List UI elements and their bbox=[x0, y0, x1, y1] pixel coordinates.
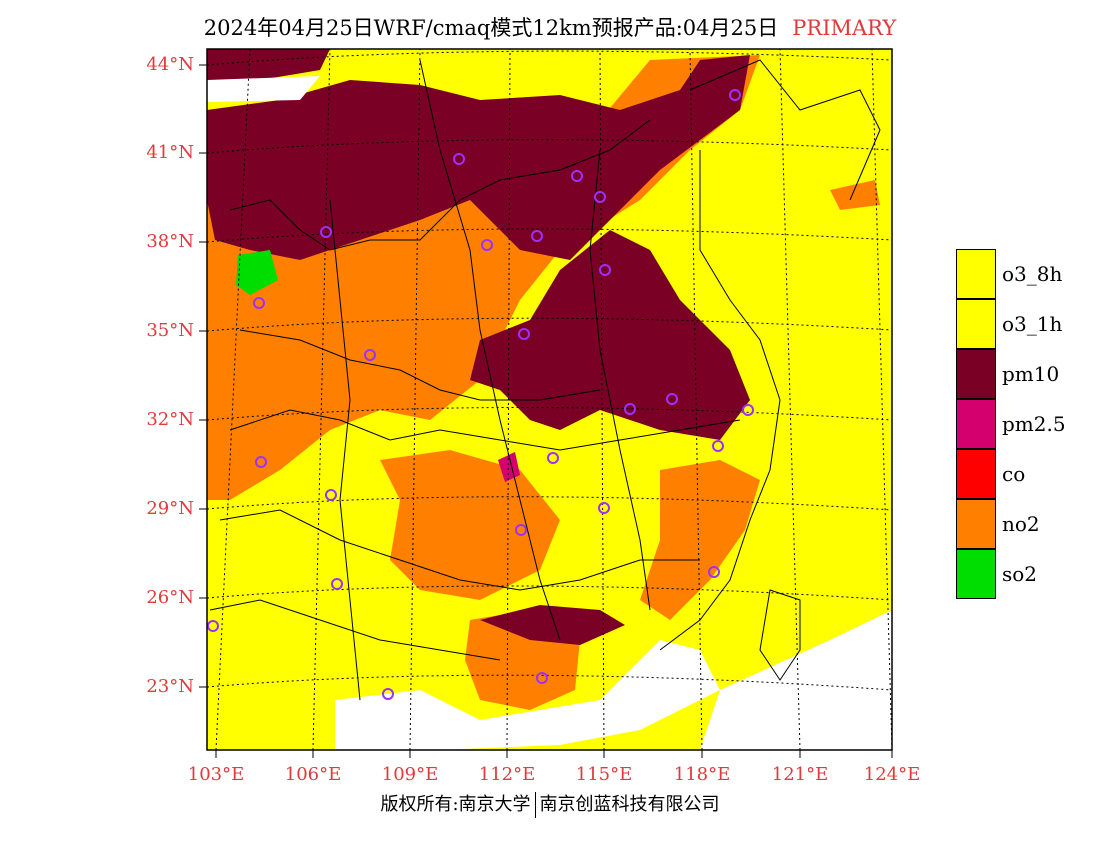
no2-region-central bbox=[380, 450, 560, 600]
legend-label: o3_1h bbox=[1002, 312, 1063, 336]
nodata-region-topleft bbox=[207, 76, 320, 102]
title-tag: PRIMARY bbox=[792, 16, 897, 40]
pm10-region-north bbox=[207, 55, 750, 260]
copyright: 版权所有:南京大学 南京创蓝科技有限公司 bbox=[0, 790, 1100, 818]
pm10-region-central bbox=[470, 230, 750, 440]
lon-label-124: 124°E bbox=[863, 764, 921, 785]
copyright-left: 版权所有:南京大学 bbox=[380, 794, 531, 815]
legend-item-so2: so2 bbox=[956, 549, 1037, 599]
pm10-region-south bbox=[480, 605, 625, 645]
legend-label: co bbox=[1002, 462, 1026, 486]
legend-item-no2: no2 bbox=[956, 499, 1040, 549]
legend-swatch bbox=[956, 399, 996, 449]
lon-label-121: 121°E bbox=[771, 764, 829, 785]
nodata-region-southcoast bbox=[335, 640, 720, 750]
legend-item-o3-8h: o3_8h bbox=[956, 249, 1062, 299]
map-title: 2024年04月25日WRF/cmaq模式12km预报产品:04月25日 PRIM… bbox=[203, 16, 897, 40]
legend-swatch bbox=[956, 349, 996, 399]
lat-label-23: 23°N bbox=[146, 676, 194, 697]
legend: o3_8h o3_1h pm10 pm2.5 co no2 so2 bbox=[956, 249, 1066, 599]
legend-swatch bbox=[956, 299, 996, 349]
stations bbox=[207, 89, 754, 700]
lon-label-106: 106°E bbox=[284, 764, 342, 785]
nodata-region-se bbox=[700, 610, 892, 750]
copyright-divider bbox=[534, 792, 536, 818]
legend-label: so2 bbox=[1002, 562, 1038, 586]
lat-label-44: 44°N bbox=[146, 54, 194, 75]
lon-label-115: 115°E bbox=[575, 764, 633, 785]
legend-item-o3-1h: o3_1h bbox=[956, 299, 1062, 349]
lat-label-35: 35°N bbox=[146, 320, 194, 341]
legend-label: pm10 bbox=[1002, 362, 1060, 386]
pm25-region bbox=[498, 452, 520, 482]
legend-item-co: co bbox=[956, 449, 1025, 499]
legend-swatch bbox=[956, 499, 996, 549]
map-frame bbox=[206, 48, 893, 751]
lon-label-112: 112°E bbox=[478, 764, 536, 785]
lon-label-118: 118°E bbox=[673, 764, 731, 785]
lat-label-26: 26°N bbox=[146, 587, 194, 608]
pm10-region-top bbox=[207, 49, 330, 80]
lat-label-41: 41°N bbox=[146, 142, 194, 163]
legend-item-pm25: pm2.5 bbox=[956, 399, 1066, 449]
legend-item-pm10: pm10 bbox=[956, 349, 1059, 399]
ticks bbox=[199, 64, 893, 758]
lat-label-38: 38°N bbox=[146, 231, 194, 252]
no2-region-sea bbox=[830, 180, 880, 210]
legend-swatch bbox=[956, 549, 996, 599]
lat-label-32: 32°N bbox=[146, 409, 194, 430]
legend-label: pm2.5 bbox=[1002, 412, 1066, 436]
copyright-right: 南京创蓝科技有限公司 bbox=[539, 794, 720, 815]
lat-label-29: 29°N bbox=[146, 498, 194, 519]
legend-label: no2 bbox=[1002, 512, 1040, 536]
legend-label: o3_8h bbox=[1002, 262, 1063, 286]
lon-label-103: 103°E bbox=[187, 764, 245, 785]
legend-swatch bbox=[956, 249, 996, 299]
lon-label-109: 109°E bbox=[381, 764, 439, 785]
no2-region-east bbox=[640, 460, 760, 620]
so2-region bbox=[236, 250, 278, 295]
boundaries bbox=[209, 59, 881, 701]
legend-swatch bbox=[956, 449, 996, 499]
